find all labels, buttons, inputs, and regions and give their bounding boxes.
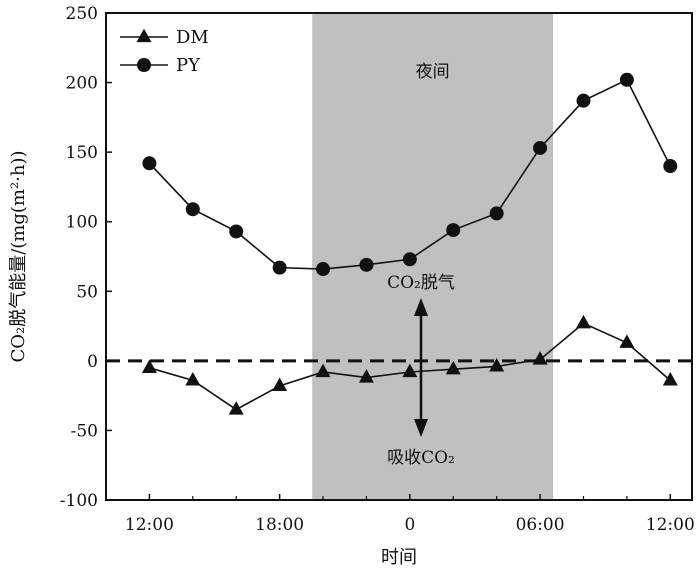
legend-marker	[136, 28, 152, 43]
data-point-dm	[662, 371, 678, 386]
y-tick-label: 250	[66, 4, 98, 24]
data-point-py	[229, 224, 244, 239]
legend-entry-dm: DM	[120, 27, 209, 48]
y-tick-label: -100	[60, 491, 98, 511]
y-tick-label: 0	[87, 352, 98, 372]
data-point-dm	[141, 359, 157, 373]
data-point-py	[533, 140, 548, 155]
data-point-py	[446, 223, 461, 238]
x-tick-label: 18:00	[255, 515, 304, 535]
data-point-py	[489, 206, 504, 221]
y-tick-label: 100	[66, 213, 98, 233]
data-point-dm	[619, 334, 635, 348]
x-tick-label: 06:00	[516, 515, 565, 535]
data-point-py	[663, 159, 678, 174]
legend-label: DM	[176, 27, 209, 48]
data-point-dm	[402, 363, 418, 378]
plot-frame	[105, 12, 693, 501]
data-point-dm	[315, 363, 331, 378]
data-point-dm	[228, 401, 244, 415]
data-point-py	[185, 202, 200, 217]
x-tick-label: 12:00	[646, 515, 695, 535]
x-axis-title: 时间	[381, 547, 417, 568]
absorption-label: 吸收CO₂	[387, 448, 455, 468]
degassing-label: CO₂脱气	[387, 273, 455, 293]
y-tick-label: 150	[66, 143, 98, 163]
data-point-dm	[575, 314, 591, 329]
data-point-dm	[489, 358, 505, 372]
x-tick-label: 0	[404, 515, 415, 535]
legend: DM PY	[120, 27, 209, 76]
series-dm	[141, 314, 678, 415]
data-point-py	[142, 156, 157, 171]
data-point-py	[316, 262, 331, 277]
x-tick-label: 12:00	[125, 515, 174, 535]
legend-label: PY	[176, 55, 201, 76]
data-point-py	[619, 72, 634, 87]
data-point-dm	[532, 351, 548, 365]
data-point-py	[402, 252, 417, 267]
arrow-down-head	[414, 419, 428, 437]
night-band	[312, 13, 554, 500]
y-tick-label: 50	[76, 282, 98, 302]
y-axis-title: CO₂脱气能量/(mg(m²·h))	[8, 150, 29, 362]
legend-marker	[137, 58, 151, 72]
arrow-up-head	[414, 298, 428, 316]
night-band-label: 夜间	[416, 62, 450, 82]
y-tick-label: -50	[71, 421, 98, 441]
data-point-py	[359, 257, 374, 272]
data-point-dm	[358, 369, 374, 383]
legend-entry-py: PY	[120, 55, 201, 76]
data-point-dm	[445, 360, 461, 375]
series-py	[142, 72, 678, 277]
data-point-py	[576, 93, 591, 108]
data-point-py	[272, 260, 287, 275]
y-tick-label: 200	[66, 74, 98, 94]
data-point-dm	[272, 377, 288, 392]
data-point-dm	[185, 371, 201, 386]
